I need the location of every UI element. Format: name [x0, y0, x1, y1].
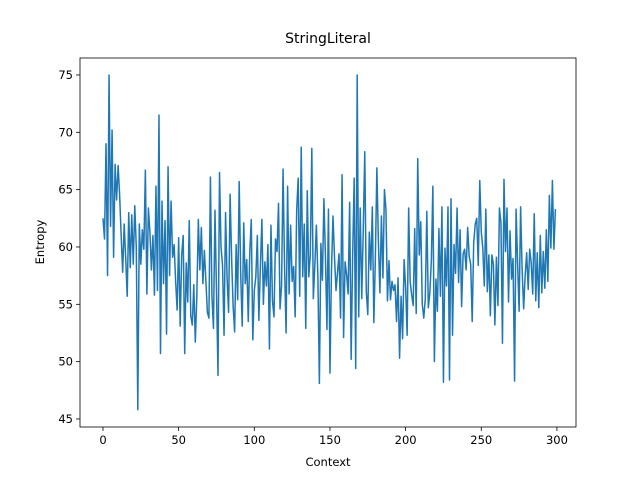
x-tick-label: 0	[99, 433, 106, 447]
y-tick-label: 65	[58, 183, 73, 197]
plot-frame	[79, 57, 577, 428]
x-tick-label: 50	[171, 433, 186, 447]
y-tick-label: 60	[58, 240, 73, 254]
data-line	[102, 74, 557, 411]
chart-title: StringLiteral	[285, 31, 371, 47]
x-tick-label: 250	[470, 433, 492, 447]
x-tick-label: 150	[319, 433, 341, 447]
y-tick-label: 50	[58, 355, 73, 369]
x-tick-label: 100	[243, 433, 265, 447]
y-tick-label: 75	[58, 68, 73, 82]
y-tick-label: 70	[58, 125, 73, 139]
y-tick-label: 45	[58, 412, 73, 426]
y-axis-label: Entropy	[33, 219, 47, 264]
x-axis-label: Context	[305, 455, 351, 469]
x-tick-label: 300	[546, 433, 568, 447]
x-tick-label: 200	[395, 433, 417, 447]
y-tick-label: 55	[58, 297, 73, 311]
